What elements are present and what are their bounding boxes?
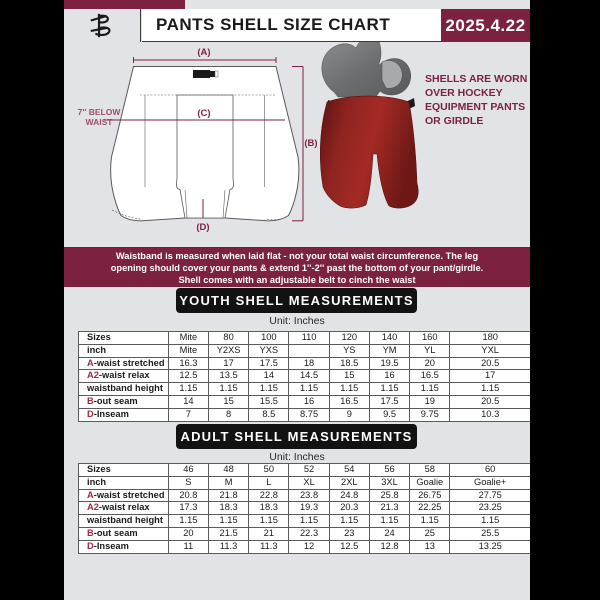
svg-text:WAIST: WAIST [86,117,114,127]
svg-text:OVER HOCKEY: OVER HOCKEY [425,87,503,99]
svg-text:OR GIRDLE: OR GIRDLE [425,115,483,127]
svg-text:(B): (B) [304,138,317,149]
svg-text:SHELLS ARE WORN: SHELLS ARE WORN [425,73,527,85]
svg-text:(C): (C) [197,108,210,119]
svg-text:7'' BELOW: 7'' BELOW [78,107,122,117]
svg-text:(D): (D) [196,222,209,233]
svg-text:(A): (A) [197,47,210,58]
svg-text:EQUIPMENT PANTS: EQUIPMENT PANTS [425,101,525,113]
